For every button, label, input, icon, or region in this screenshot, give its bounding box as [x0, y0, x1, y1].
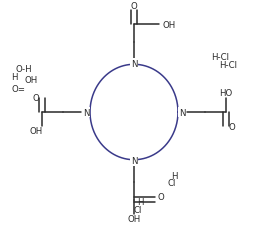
Text: N: N	[131, 157, 137, 166]
Text: OH: OH	[127, 214, 141, 223]
Text: H: H	[137, 198, 143, 207]
Text: OH: OH	[29, 127, 43, 136]
Text: O: O	[33, 94, 39, 103]
Text: O: O	[131, 2, 137, 11]
Text: O-H: O-H	[15, 65, 32, 74]
Text: N: N	[179, 108, 185, 117]
Text: N: N	[131, 59, 137, 68]
Text: N: N	[83, 108, 89, 117]
Text: O: O	[158, 192, 165, 201]
Text: O=: O=	[11, 85, 25, 94]
Text: H-Cl: H-Cl	[211, 53, 229, 62]
Text: Cl: Cl	[167, 178, 176, 187]
Text: H-Cl: H-Cl	[219, 61, 237, 70]
Text: H: H	[171, 171, 177, 180]
Text: OH: OH	[163, 21, 176, 30]
Text: OH: OH	[25, 76, 38, 85]
Text: Cl: Cl	[133, 205, 142, 214]
Text: O: O	[229, 122, 235, 131]
Text: HO: HO	[219, 89, 233, 98]
Text: H: H	[11, 73, 18, 82]
